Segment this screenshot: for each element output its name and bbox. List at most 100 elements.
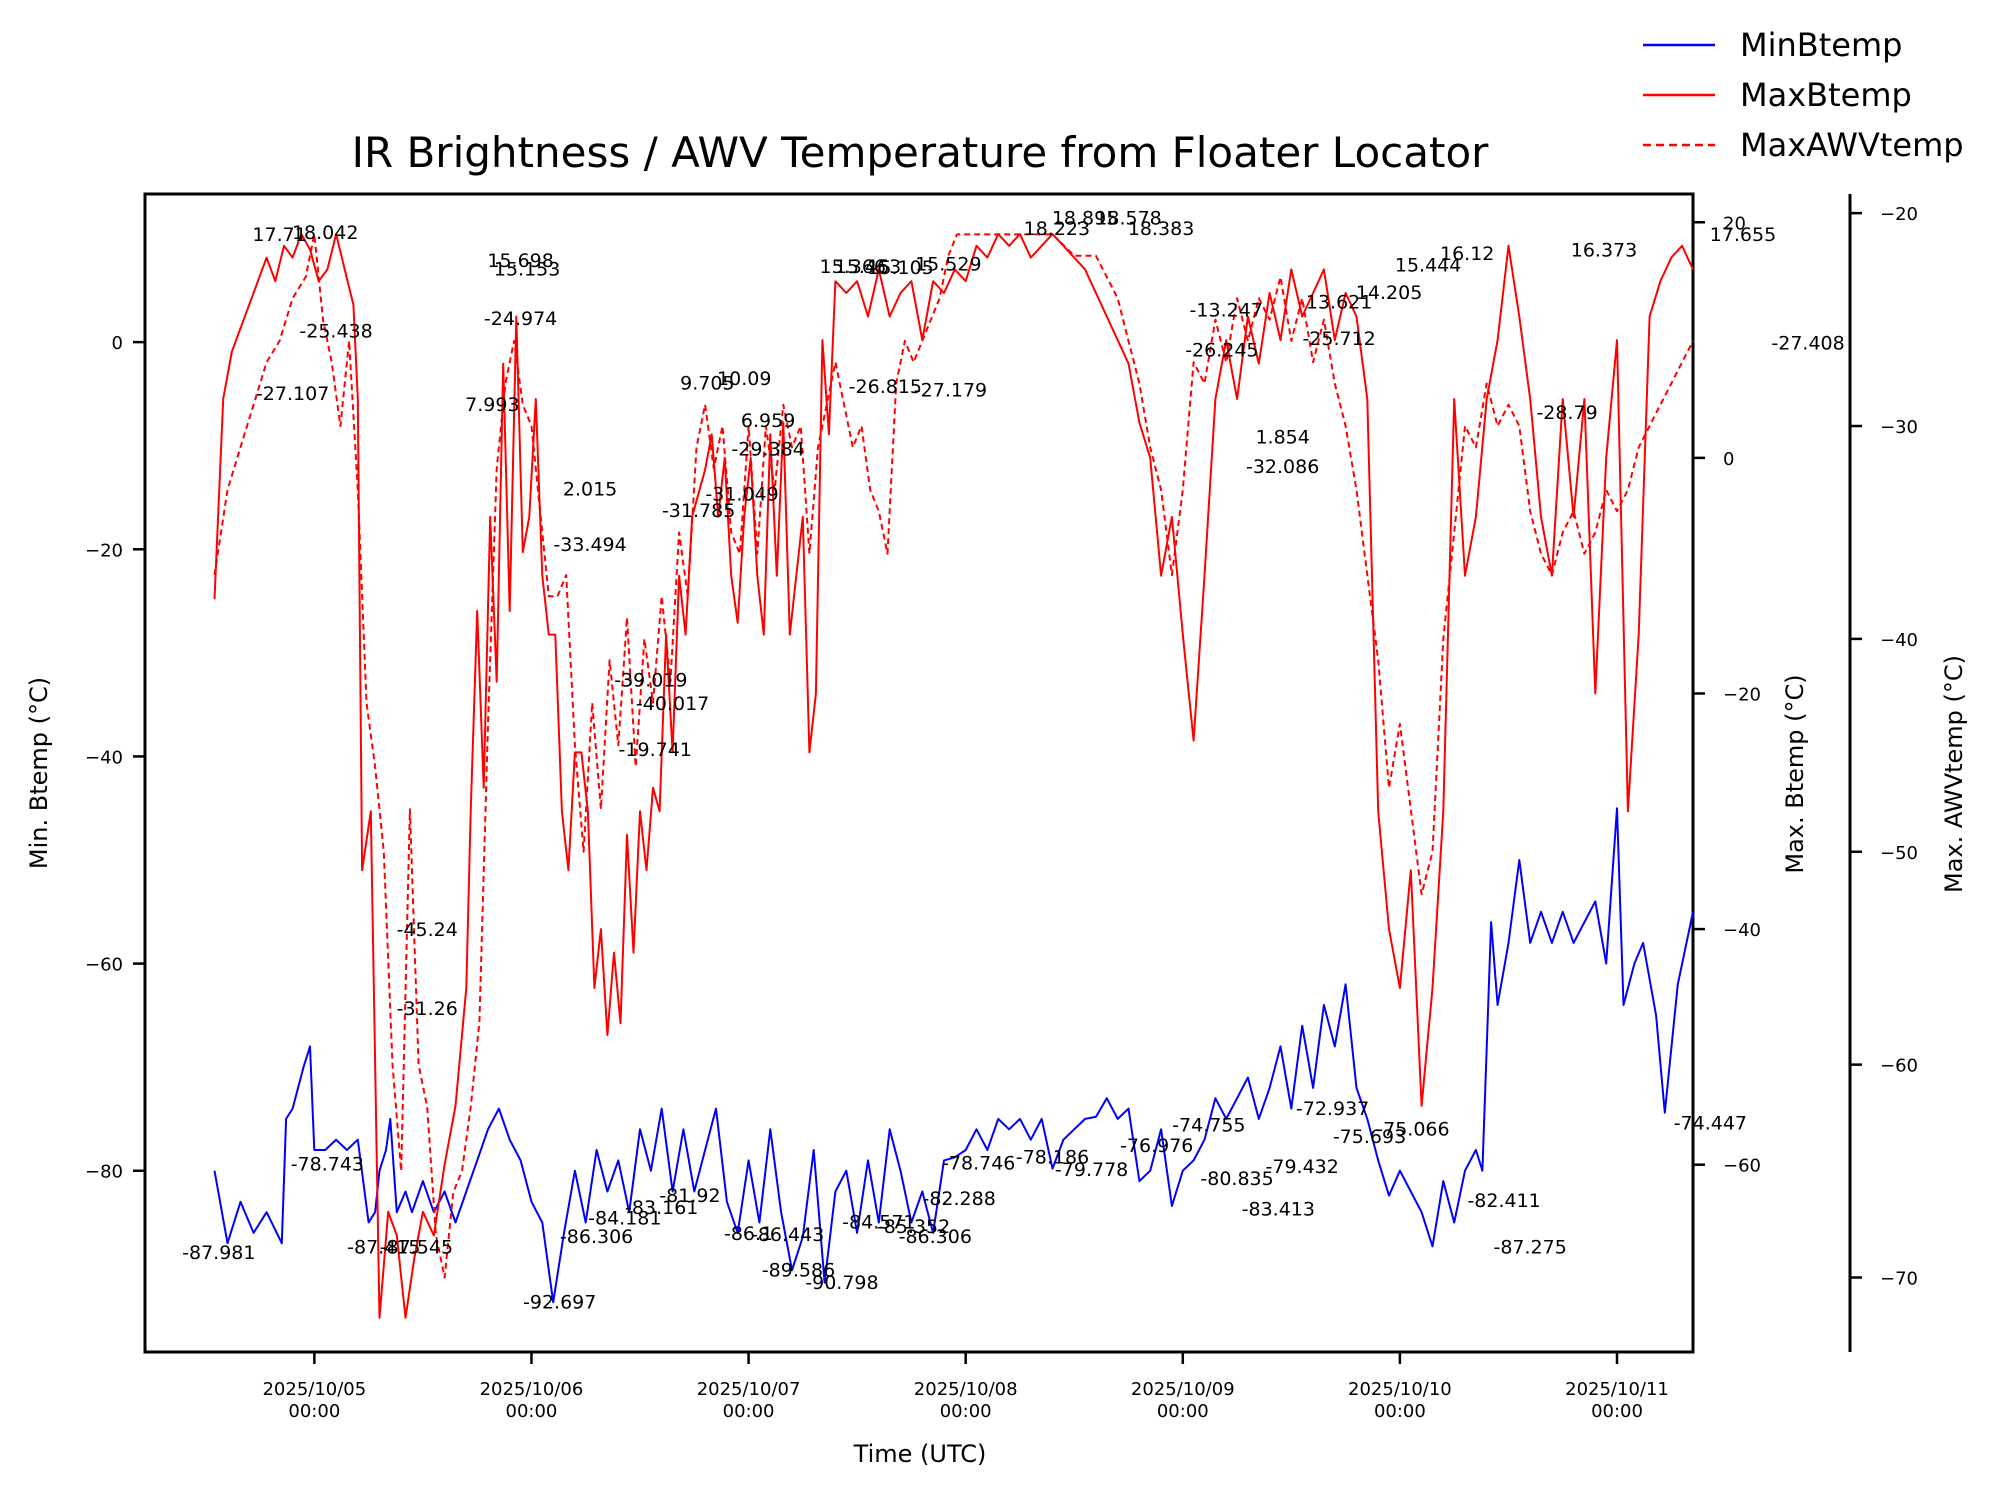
data-point-label: -86.306 [560,1226,633,1248]
right-tick-label: 20 [1723,213,1746,234]
series-line-maxawvtemp [213,233,1694,1279]
data-point-label: -26.245 [1185,340,1258,362]
data-point-label: -81.92 [659,1185,720,1207]
data-point-label: 15.153 [494,258,560,280]
left-tick-label: −20 [85,540,123,561]
data-point-label: 18.578 [1095,208,1161,230]
awv-axis-label: Max. AWVtemp (°C) [1940,655,1968,893]
data-point-label: -90.798 [805,1272,878,1294]
right-tick-label: −40 [1723,920,1761,941]
right-tick-label: −20 [1723,684,1761,705]
data-point-label: -79.778 [1055,1159,1128,1181]
data-point-label: -87.545 [380,1237,453,1259]
left-axis-label: Min. Btemp (°C) [25,677,53,869]
data-point-label: -28.79 [1536,402,1597,424]
data-point-label: 16.373 [1571,239,1637,261]
data-point-label: -27.179 [914,380,987,402]
data-point-label: -29.384 [731,439,804,461]
data-point-label: -26.815 [849,376,922,398]
data-point-label: -78.746 [942,1153,1015,1175]
series-line-maxbtemp [213,233,1694,1319]
data-point-label: 14.205 [1356,282,1422,304]
chart-title: IR Brightness / AWV Temperature from Flo… [352,128,1490,177]
data-point-label: -74.447 [1674,1112,1747,1134]
data-point-label: -32.086 [1246,456,1319,478]
data-point-label: 13.621 [1306,291,1372,313]
data-point-label: -27.408 [1771,332,1844,354]
data-point-label: -82.411 [1467,1190,1540,1212]
left-axis-ticks: 0 −20 −40 −60 −80 [85,333,145,1183]
data-point-label: 15.366 [820,256,886,278]
data-point-label: 15.529 [915,254,981,276]
data-point-label: -33.494 [553,534,626,556]
data-point-label: -75.066 [1376,1119,1449,1141]
awv-tick-label: −50 [1880,843,1918,864]
data-point-label: -86.306 [899,1226,972,1248]
right-tick-label: −60 [1723,1156,1761,1177]
data-point-label: -84.571 [842,1212,915,1234]
data-point-label: 9.705 [680,373,734,395]
data-point-label: -83.413 [1242,1198,1315,1220]
data-point-label: -86.443 [751,1224,824,1246]
data-point-label: 10.09 [717,368,771,390]
data-point-label: -31.049 [705,483,778,505]
plot-area-frame [143,192,1695,1354]
x-axis-ticks: 2025/10/0500:002025/10/0600:002025/10/07… [262,1352,1669,1422]
right-tick-label: 0 [1723,449,1734,470]
data-point-label: -31.26 [397,998,458,1020]
data-point-label: -84.181 [588,1208,661,1230]
x-tick-label-date: 2025/10/06 [480,1379,584,1400]
data-point-label: -92.697 [523,1291,596,1313]
legend-label-maxbtemp: MaxBtemp [1740,76,1912,114]
data-point-label: -31.785 [662,500,735,522]
x-tick-label-date: 2025/10/07 [697,1379,801,1400]
data-point-label: -78.743 [291,1154,364,1176]
data-point-label: 17.71 [252,224,306,246]
data-point-label: 17.655 [1710,224,1776,246]
x-tick-label-date: 2025/10/09 [1131,1379,1235,1400]
data-point-label: -76.976 [1120,1135,1193,1157]
awv-tick-label: −40 [1880,630,1918,651]
x-tick-label-time: 00:00 [1157,1401,1209,1422]
data-point-label: 18.042 [292,222,358,244]
x-tick-label-time: 00:00 [1374,1401,1426,1422]
x-tick-label-date: 2025/10/11 [1565,1379,1669,1400]
x-axis-label: Time (UTC) [853,1440,987,1468]
right-axis-label: Max. Btemp (°C) [1781,674,1809,873]
data-point-label: 18.895 [1052,208,1118,230]
data-point-label: -87.981 [182,1242,255,1264]
legend-label-minbtemp: MinBtemp [1740,26,1902,64]
data-point-label: -80.835 [1200,1168,1273,1190]
series-line-minbtemp [213,807,1694,1304]
data-point-label: -75.693 [1333,1126,1406,1148]
data-point-label: 18.223 [1024,218,1090,240]
x-tick-label-time: 00:00 [940,1401,992,1422]
x-tick-label-time: 00:00 [1591,1401,1643,1422]
awv-tick-label: −20 [1880,204,1918,225]
data-point-label: -87.275 [1493,1237,1566,1259]
data-point-label: -89.586 [762,1259,835,1281]
data-point-label: -40.017 [636,693,709,715]
right-axis-ticks: 20 0 −20 −40 −60 [1693,213,1761,1177]
data-point-label: -74.755 [1172,1114,1245,1136]
data-point-label: -39.019 [614,669,687,691]
data-point-label: 15.444 [1395,255,1461,277]
data-point-label: -83.161 [625,1197,698,1219]
legend-label-maxawvtemp: MaxAWVtemp [1740,126,1964,164]
data-point-label: 7.993 [465,394,519,416]
data-point-label: 6.959 [741,410,795,432]
x-tick-label-date: 2025/10/05 [262,1379,366,1400]
data-point-label: -87.415 [347,1237,420,1259]
awv-tick-label: −70 [1880,1268,1918,1289]
legend: MinBtemp MaxBtemp MaxAWVtemp [1643,26,1964,164]
left-tick-label: −40 [85,747,123,768]
data-point-label: -85.352 [877,1216,950,1238]
data-point-label: -25.438 [299,321,372,343]
data-point-label: -13.247 [1190,300,1263,322]
x-tick-label-time: 00:00 [723,1401,775,1422]
awv-tick-label: −30 [1880,417,1918,438]
data-point-label: -25.712 [1302,328,1375,350]
